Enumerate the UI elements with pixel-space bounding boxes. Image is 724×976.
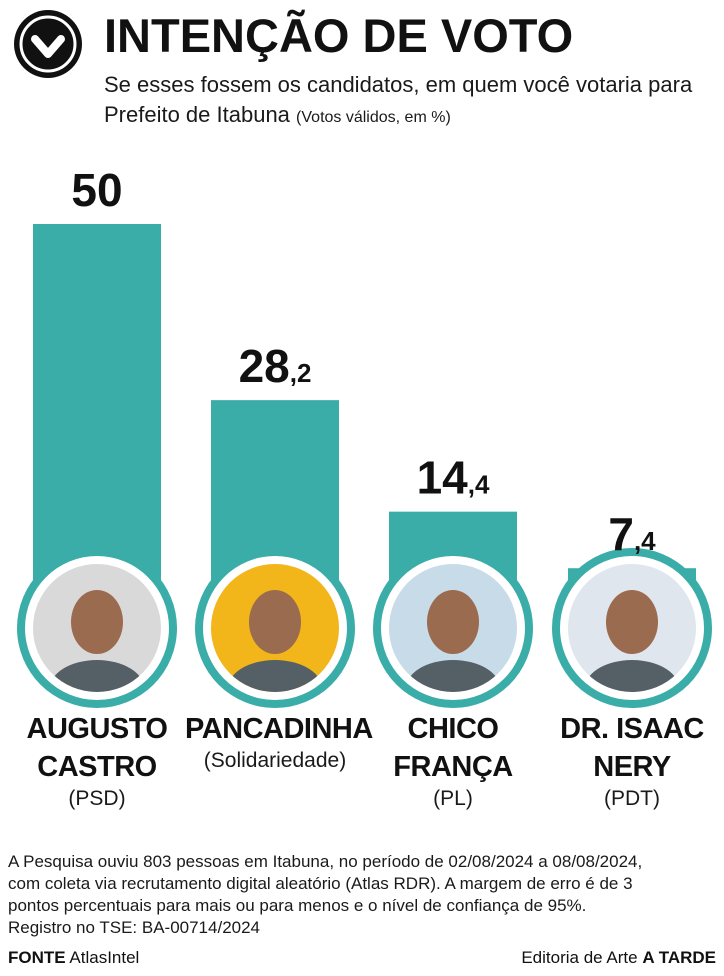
- photo-face: [249, 590, 301, 654]
- candidate-party: (PDT): [604, 787, 660, 810]
- candidate-name-line: DR. ISAAC: [560, 713, 704, 745]
- candidate-name-line: FRANÇA: [393, 751, 513, 783]
- credit-prefix: Editoria de Arte: [521, 948, 638, 967]
- source-label: FONTE: [8, 948, 66, 967]
- check-circle-icon: [14, 10, 82, 78]
- methodology-line: pontos percentuais para mais ou para men…: [8, 896, 587, 915]
- data-label: 50: [71, 164, 122, 216]
- candidate-name: AUGUSTO CASTRO: [7, 710, 187, 786]
- subtitle-note: (Votos válidos, em %): [296, 109, 451, 126]
- source-name: AtlasIntel: [69, 948, 140, 967]
- candidate-name-line: NERY: [593, 751, 671, 783]
- candidate-party: (Solidariedade): [203, 749, 347, 772]
- photo-shoulders: [49, 660, 145, 692]
- photo-face: [427, 590, 479, 654]
- photo-shoulders: [584, 660, 680, 692]
- candidate-party: (PSD): [68, 787, 126, 810]
- photo-shoulders: [405, 660, 501, 692]
- subtitle-text: Se esses fossem os candidatos, em quem v…: [104, 72, 693, 127]
- methodology-line: com coleta via recrutamento digital alea…: [8, 874, 633, 893]
- data-label: 28,2: [239, 340, 312, 392]
- candidate-name-line: CHICO: [407, 713, 499, 745]
- page-subtitle: Se esses fossem os candidatos, em quem v…: [104, 70, 704, 133]
- candidate-name-line: AUGUSTO: [26, 713, 168, 745]
- page-title: INTENÇÃO DE VOTO: [104, 9, 574, 62]
- data-label: 14,4: [417, 452, 490, 504]
- methodology-line: Registro no TSE: BA-00714/2024: [8, 918, 261, 937]
- editorial-credit: Editoria de Arte A TARDE: [521, 947, 716, 969]
- methodology-line: A Pesquisa ouviu 803 pessoas em Itabuna,…: [8, 852, 643, 871]
- credit-brand: A TARDE: [642, 948, 716, 967]
- candidate-name-line: CASTRO: [37, 751, 157, 783]
- photo-face: [606, 590, 658, 654]
- source-credit: FONTE AtlasIntel: [8, 947, 139, 969]
- candidate-name-line: PANCADINHA: [185, 713, 373, 745]
- photo-face: [71, 590, 123, 654]
- candidate-name: CHICO FRANÇA: [363, 710, 543, 786]
- methodology-note: A Pesquisa ouviu 803 pessoas em Itabuna,…: [8, 851, 720, 939]
- photo-shoulders: [227, 660, 323, 692]
- candidate-party: (PL): [433, 787, 473, 810]
- candidate-name: DR. ISAAC NERY: [542, 710, 722, 786]
- candidate-name: PANCADINHA: [185, 710, 373, 748]
- data-label: 7,4: [608, 508, 656, 560]
